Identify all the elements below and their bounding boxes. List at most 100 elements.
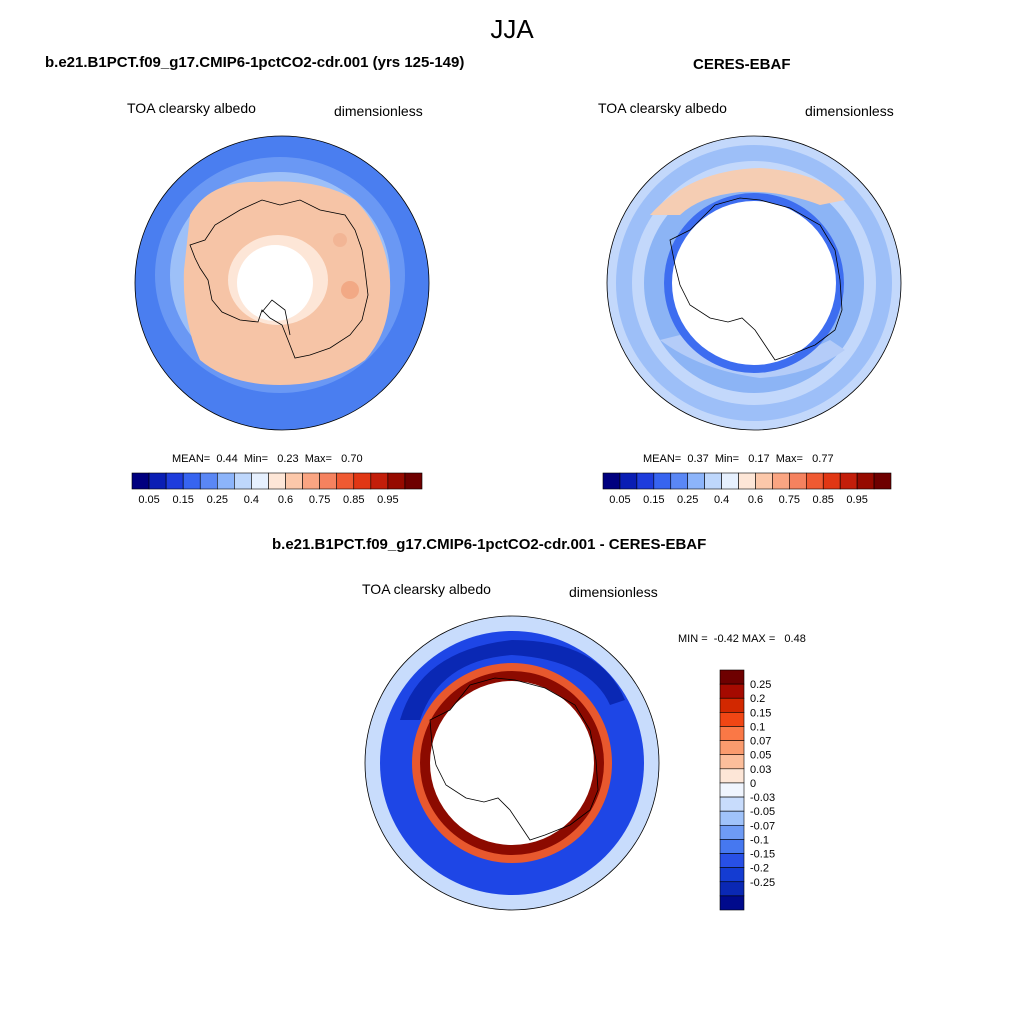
colorbar-tick-label: 0.07	[750, 736, 771, 748]
ice-shelf-line	[261, 299, 291, 336]
colorbar-swatch	[719, 754, 745, 770]
colorbar-swatch	[719, 867, 745, 883]
colorbar-swatch	[719, 768, 745, 784]
antarctic-coastline	[189, 199, 369, 359]
colorbar-tick-label: -0.2	[750, 863, 769, 875]
map-boundary	[364, 615, 660, 911]
map-panel-3	[364, 615, 660, 911]
high-albedo-arc	[650, 168, 845, 215]
colorbar-swatch	[302, 472, 320, 490]
colorbar-swatch	[704, 472, 722, 490]
colorbar-swatch	[336, 472, 355, 490]
missing-data-hole	[672, 201, 836, 365]
colorbar-swatch	[719, 726, 745, 741]
colorbar-swatch	[353, 472, 372, 490]
colorbar-tick-label: 0.15	[750, 707, 771, 719]
colorbar-swatch	[687, 472, 705, 490]
colorbar-swatch	[199, 472, 218, 490]
colorbar-swatch	[670, 472, 689, 490]
colorbar-panel-3: 0.25 0.2 0.15 0.1 0.07 0.05 0.03 0 -0.03 -0.05 -0.…	[719, 669, 775, 911]
high-albedo-patch	[333, 233, 347, 247]
colorbar-swatch	[285, 472, 303, 490]
colorbar-swatch	[165, 472, 184, 490]
colorbar-tick-label: 0.75	[309, 494, 330, 506]
colorbar-swatch	[404, 472, 423, 490]
antarctic-coastline	[669, 197, 843, 361]
colorbar-swatch	[873, 472, 892, 490]
map-panel-2	[606, 135, 902, 431]
colorbar-swatch	[721, 472, 739, 490]
map-boundary	[134, 135, 430, 431]
panel-1-stats: MEAN= 0.44 Min= 0.23 Max= 0.70	[172, 453, 363, 465]
colorbar-swatch	[719, 683, 745, 699]
panel-1-variable: TOA clearsky albedo	[127, 100, 256, 116]
colorbar-swatch	[839, 472, 858, 490]
high-albedo-patch	[341, 281, 359, 299]
missing-data-hole	[430, 681, 594, 845]
colorbar-swatch	[182, 472, 201, 490]
panel-3-title: b.e21.B1PCT.f09_g17.CMIP6-1pctCO2-cdr.00…	[272, 536, 707, 553]
colorbar-swatch	[755, 472, 773, 490]
colorbar-swatch	[234, 472, 252, 490]
colorbar-swatch	[719, 881, 745, 897]
colorbar-tick-label: 0.05	[138, 494, 159, 506]
colorbar-tick-label: 0.85	[343, 494, 364, 506]
colorbar-swatch	[719, 824, 745, 840]
colorbar-swatch	[719, 839, 745, 854]
colorbar-swatch	[387, 472, 406, 490]
colorbar-panel-1: 0.05 0.15 0.25 0.4 0.6 0.75 0.85 0.95	[131, 472, 423, 506]
colorbar-swatch	[216, 472, 235, 490]
colorbar-tick-label: 0.95	[377, 494, 398, 506]
colorbar-tick-label: 0.25	[207, 494, 228, 506]
colorbar-tick-label: 0.03	[750, 764, 771, 776]
colorbar-swatch	[148, 472, 167, 490]
colorbar-tick-label: 0.75	[779, 494, 800, 506]
colorbar-tick-label: 0.4	[244, 494, 259, 506]
colorbar-swatch	[319, 472, 338, 490]
colorbar-swatch	[719, 810, 745, 826]
colorbar-swatch	[619, 472, 638, 490]
colorbar-tick-label: 0.6	[278, 494, 293, 506]
colorbar-swatch	[719, 796, 745, 812]
colorbar-tick-label: 0.05	[609, 494, 630, 506]
colorbar-swatch	[251, 472, 269, 490]
colorbar-tick-label: 0.15	[643, 494, 664, 506]
colorbar-tick-label: -0.05	[750, 806, 775, 818]
colorbar-tick-label: 0	[750, 778, 756, 790]
colorbar-tick-label: 0.4	[714, 494, 729, 506]
colorbar-tick-label: 0.05	[750, 750, 771, 762]
colorbar-tick-label: -0.03	[750, 792, 775, 804]
colorbar-tick-label: -0.25	[750, 877, 775, 889]
colorbar-tick-label: 0.15	[172, 494, 193, 506]
colorbar-tick-label: 0.6	[748, 494, 763, 506]
panel-3-stats: MIN = -0.42 MAX = 0.48	[678, 633, 806, 645]
colorbar-tick-label: -0.07	[750, 820, 775, 832]
missing-data-hole	[237, 245, 313, 321]
albedo-arc	[660, 335, 845, 378]
colorbar-swatch	[131, 472, 150, 490]
colorbar-tick-label: 0.25	[750, 679, 771, 691]
colorbar-swatch	[805, 472, 824, 490]
panel-2-stats: MEAN= 0.37 Min= 0.17 Max= 0.77	[643, 453, 834, 465]
map-panel-1	[134, 135, 430, 431]
colorbar-swatch	[636, 472, 655, 490]
colorbar-swatch	[653, 472, 672, 490]
colorbar-panel-2: 0.05 0.15 0.25 0.4 0.6 0.75 0.85 0.95	[602, 472, 892, 506]
colorbar-swatch	[789, 472, 807, 490]
colorbar-swatch	[719, 712, 745, 727]
panel-2-units: dimensionless	[805, 103, 894, 119]
colorbar-swatch	[719, 740, 745, 756]
colorbar-swatch	[856, 472, 875, 490]
panel-2-variable: TOA clearsky albedo	[598, 100, 727, 116]
strong-negative-arc	[400, 640, 625, 720]
colorbar-swatch	[370, 472, 389, 490]
panel-1-title: b.e21.B1PCT.f09_g17.CMIP6-1pctCO2-cdr.00…	[45, 54, 465, 71]
colorbar-swatch	[738, 472, 756, 490]
colorbar-tick-label: -0.15	[750, 849, 775, 861]
panel-3-variable: TOA clearsky albedo	[362, 581, 491, 597]
colorbar-tick-label: 0.85	[813, 494, 834, 506]
panel-1-units: dimensionless	[334, 103, 423, 119]
colorbar-tick-label: 0.1	[750, 721, 765, 733]
colorbar-swatch	[719, 895, 745, 911]
